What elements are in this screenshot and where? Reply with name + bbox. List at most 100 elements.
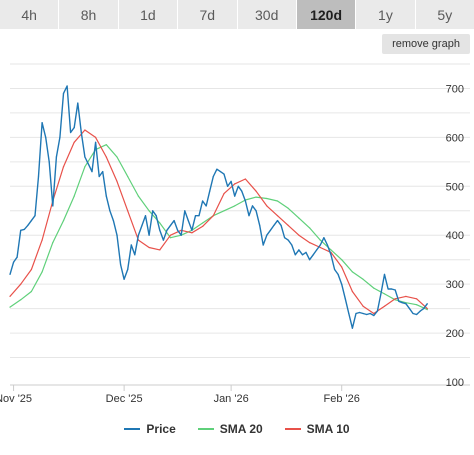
tab-8h[interactable]: 8h xyxy=(59,0,119,29)
data-point xyxy=(59,136,61,138)
data-point xyxy=(116,180,118,182)
data-point xyxy=(276,220,279,222)
legend-item-sma-20[interactable]: SMA 20 xyxy=(197,420,263,438)
y-tick-label: 500 xyxy=(446,181,464,193)
data-point xyxy=(87,163,90,165)
data-point xyxy=(426,303,428,305)
data-point xyxy=(120,264,122,266)
legend-item-sma-10[interactable]: SMA 10 xyxy=(284,420,350,438)
series-price xyxy=(9,85,428,329)
data-point xyxy=(169,234,172,236)
data-point xyxy=(191,232,193,234)
data-point xyxy=(362,278,364,280)
legend-label: Price xyxy=(146,422,176,436)
data-point xyxy=(383,293,386,295)
data-point xyxy=(13,261,15,263)
series-sma-10 xyxy=(9,129,428,315)
data-point xyxy=(255,196,257,198)
data-point xyxy=(70,131,72,134)
data-point xyxy=(298,234,300,236)
data-point xyxy=(20,283,22,285)
data-point xyxy=(9,306,11,308)
data-point xyxy=(159,222,161,224)
data-point xyxy=(37,175,40,178)
data-point xyxy=(341,283,343,285)
data-point xyxy=(202,222,204,224)
data-point xyxy=(152,210,154,212)
data-point xyxy=(416,313,418,316)
data-point xyxy=(80,131,82,134)
data-point xyxy=(127,268,129,271)
data-point xyxy=(341,259,343,261)
data-point xyxy=(159,229,161,231)
data-point xyxy=(241,190,243,192)
tab-120d[interactable]: 120d xyxy=(296,0,357,29)
data-point xyxy=(216,168,218,170)
data-point xyxy=(62,92,65,94)
series-sma-20 xyxy=(9,144,428,311)
data-point xyxy=(262,244,264,246)
tab-5y[interactable]: 5y xyxy=(415,0,474,29)
data-point xyxy=(230,180,232,182)
data-point xyxy=(16,256,18,258)
data-point xyxy=(334,268,336,271)
data-point xyxy=(223,193,225,195)
x-tick-label: Jan '26 xyxy=(214,393,249,405)
data-point xyxy=(255,190,257,192)
data-point xyxy=(273,224,275,226)
data-point xyxy=(358,311,361,314)
data-point xyxy=(362,305,364,307)
data-point xyxy=(219,171,221,173)
data-point xyxy=(187,220,189,222)
data-point xyxy=(355,312,357,315)
data-point xyxy=(148,246,150,249)
data-point xyxy=(376,310,378,312)
data-point xyxy=(30,268,32,271)
y-tick-label: 700 xyxy=(446,83,464,95)
legend-swatch xyxy=(197,428,214,430)
y-tick-label: 600 xyxy=(446,132,464,144)
remove-graph-button[interactable]: remove graph xyxy=(382,34,470,54)
tab-4h[interactable]: 4h xyxy=(0,0,60,29)
data-point xyxy=(244,200,246,202)
data-point xyxy=(405,303,407,305)
data-point xyxy=(227,185,229,187)
tab-1d[interactable]: 1d xyxy=(118,0,179,29)
data-point xyxy=(62,166,65,168)
data-point xyxy=(73,195,75,197)
data-point xyxy=(55,156,58,158)
x-axis-ticks: Nov '25 Dec '25 Jan '26 Feb '26 xyxy=(0,385,360,405)
legend-label: SMA 20 xyxy=(219,422,263,436)
data-point xyxy=(105,195,107,197)
data-point xyxy=(177,229,179,231)
data-point xyxy=(301,254,304,256)
data-point xyxy=(351,327,353,329)
tab-30d[interactable]: 30d xyxy=(237,0,297,29)
data-point xyxy=(234,183,236,185)
data-point xyxy=(184,210,186,212)
data-point xyxy=(127,175,129,178)
tab-1y[interactable]: 1y xyxy=(356,0,416,29)
tab-7d[interactable]: 7d xyxy=(178,0,238,29)
data-point xyxy=(387,288,389,290)
data-point xyxy=(48,161,50,163)
data-point xyxy=(41,271,43,273)
data-point xyxy=(212,175,214,178)
data-point xyxy=(169,237,172,239)
data-point xyxy=(416,304,418,306)
data-point xyxy=(155,215,157,217)
series-line xyxy=(9,144,428,311)
data-point xyxy=(98,175,100,178)
data-point xyxy=(123,278,125,280)
legend-swatch xyxy=(284,428,301,430)
legend-item-price[interactable]: Price xyxy=(124,420,176,438)
data-point xyxy=(84,129,86,131)
x-tick-label: Nov '25 xyxy=(0,393,32,405)
data-point xyxy=(77,102,79,104)
data-point xyxy=(255,210,257,212)
data-point xyxy=(159,249,161,251)
data-point xyxy=(148,234,150,236)
data-point xyxy=(62,220,65,222)
data-point xyxy=(166,229,168,231)
data-point xyxy=(412,312,414,315)
